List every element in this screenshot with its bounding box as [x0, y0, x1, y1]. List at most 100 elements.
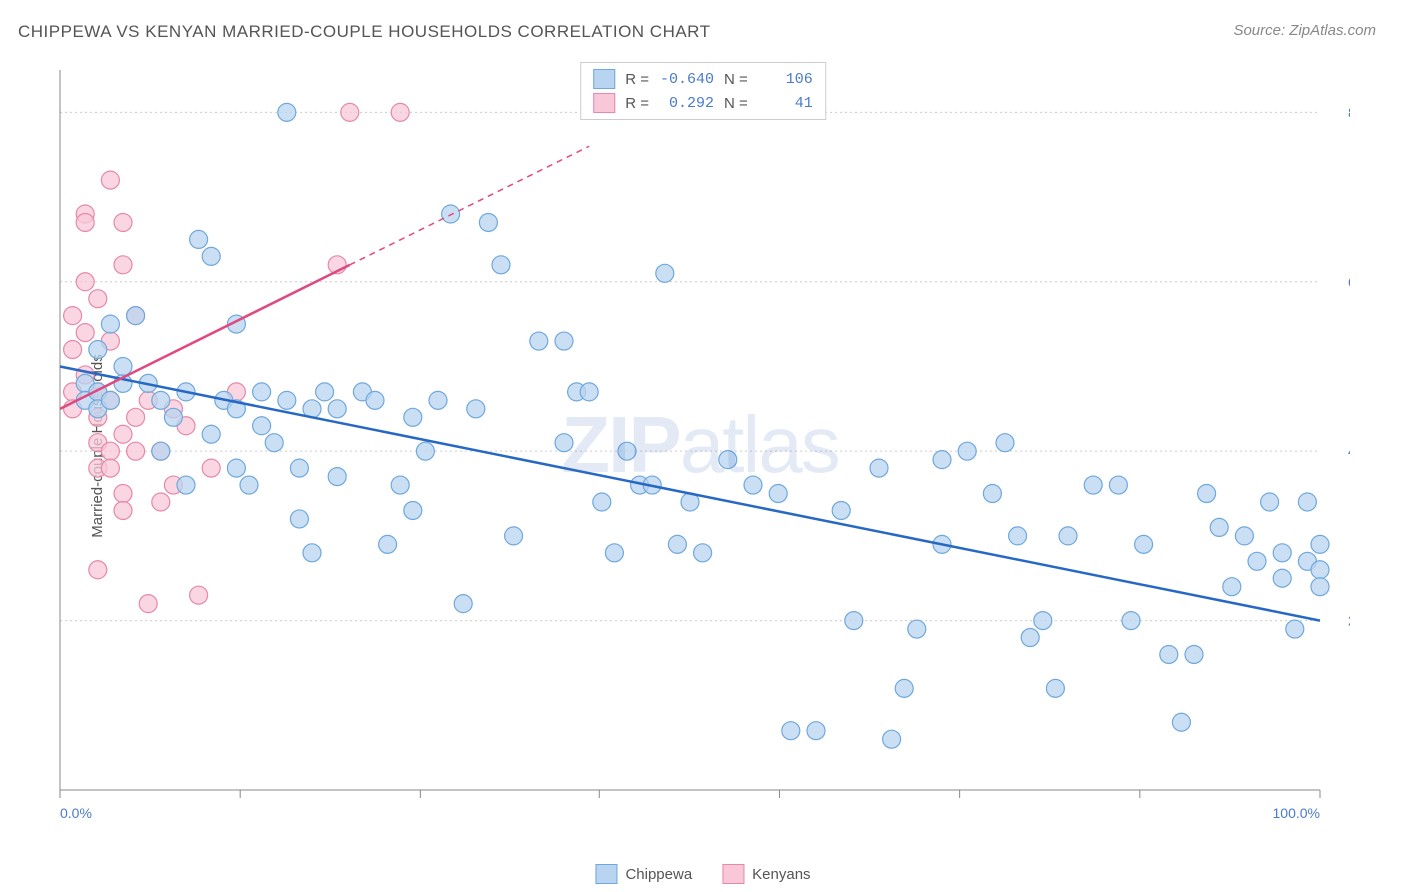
scatter-point	[505, 527, 523, 545]
n-value: 41	[758, 95, 813, 112]
svg-text:60.0%: 60.0%	[1348, 274, 1350, 290]
scatter-chart-svg: 20.0%40.0%60.0%80.0%0.0%100.0%	[50, 60, 1350, 830]
svg-text:40.0%: 40.0%	[1348, 443, 1350, 459]
scatter-point	[580, 383, 598, 401]
source-attribution: Source: ZipAtlas.com	[1233, 22, 1376, 39]
scatter-point	[240, 476, 258, 494]
scatter-point	[1210, 518, 1228, 536]
chart-container: CHIPPEWA VS KENYAN MARRIED-COUPLE HOUSEH…	[0, 0, 1406, 892]
scatter-point	[1261, 493, 1279, 511]
n-label: N =	[724, 95, 748, 112]
scatter-point	[605, 544, 623, 562]
scatter-point	[1185, 645, 1203, 663]
scatter-point	[114, 357, 132, 375]
scatter-point	[479, 213, 497, 231]
scatter-point	[64, 307, 82, 325]
r-value: -0.640	[659, 71, 714, 88]
scatter-point	[76, 324, 94, 342]
swatch-icon	[593, 93, 615, 113]
scatter-point	[164, 408, 182, 426]
scatter-point	[127, 442, 145, 460]
scatter-point	[89, 290, 107, 308]
scatter-point	[1135, 535, 1153, 553]
scatter-point	[341, 103, 359, 121]
scatter-point	[76, 273, 94, 291]
scatter-point	[404, 501, 422, 519]
scatter-point	[618, 442, 636, 460]
scatter-point	[1160, 645, 1178, 663]
scatter-point	[114, 425, 132, 443]
scatter-point	[593, 493, 611, 511]
scatter-point	[1084, 476, 1102, 494]
r-value: 0.292	[659, 95, 714, 112]
svg-text:80.0%: 80.0%	[1348, 104, 1350, 120]
n-label: N =	[724, 71, 748, 88]
scatter-point	[883, 730, 901, 748]
scatter-point	[152, 391, 170, 409]
scatter-point	[996, 434, 1014, 452]
stats-row: R = -0.640 N = 106	[589, 67, 817, 91]
scatter-point	[492, 256, 510, 274]
scatter-point	[908, 620, 926, 638]
scatter-point	[328, 468, 346, 486]
scatter-point	[668, 535, 686, 553]
scatter-point	[89, 341, 107, 359]
scatter-point	[1286, 620, 1304, 638]
scatter-point	[744, 476, 762, 494]
scatter-point	[114, 213, 132, 231]
legend: Chippewa Kenyans	[595, 864, 810, 884]
scatter-point	[89, 561, 107, 579]
svg-text:100.0%: 100.0%	[1273, 805, 1320, 821]
scatter-point	[290, 510, 308, 528]
scatter-point	[694, 544, 712, 562]
scatter-point	[870, 459, 888, 477]
scatter-point	[1235, 527, 1253, 545]
scatter-point	[454, 595, 472, 613]
scatter-point	[416, 442, 434, 460]
trend-line-kenyans-extrapolated	[350, 146, 589, 265]
scatter-point	[114, 256, 132, 274]
scatter-point	[1059, 527, 1077, 545]
scatter-point	[656, 264, 674, 282]
swatch-icon	[593, 69, 615, 89]
scatter-point	[1009, 527, 1027, 545]
scatter-point	[555, 434, 573, 452]
scatter-point	[1311, 535, 1329, 553]
scatter-point	[1273, 569, 1291, 587]
legend-label: Kenyans	[752, 866, 810, 883]
scatter-point	[1273, 544, 1291, 562]
scatter-point	[290, 459, 308, 477]
scatter-point	[114, 485, 132, 503]
scatter-point	[1109, 476, 1127, 494]
scatter-point	[202, 247, 220, 265]
scatter-point	[101, 391, 119, 409]
scatter-point	[127, 307, 145, 325]
scatter-point	[555, 332, 573, 350]
scatter-point	[467, 400, 485, 418]
scatter-point	[152, 493, 170, 511]
scatter-point	[366, 391, 384, 409]
scatter-point	[404, 408, 422, 426]
scatter-point	[442, 205, 460, 223]
scatter-point	[227, 459, 245, 477]
scatter-point	[895, 679, 913, 697]
scatter-point	[1223, 578, 1241, 596]
scatter-point	[1172, 713, 1190, 731]
swatch-icon	[595, 864, 617, 884]
scatter-point	[391, 476, 409, 494]
scatter-point	[391, 103, 409, 121]
scatter-point	[190, 586, 208, 604]
scatter-point	[101, 442, 119, 460]
scatter-point	[152, 442, 170, 460]
scatter-point	[253, 383, 271, 401]
scatter-point	[1311, 561, 1329, 579]
scatter-point	[101, 171, 119, 189]
r-label: R =	[625, 71, 649, 88]
n-value: 106	[758, 71, 813, 88]
scatter-point	[139, 595, 157, 613]
scatter-point	[1122, 612, 1140, 630]
legend-label: Chippewa	[625, 866, 692, 883]
correlation-stats-box: R = -0.640 N = 106 R = 0.292 N = 41	[580, 62, 826, 120]
scatter-point	[190, 230, 208, 248]
scatter-point	[127, 408, 145, 426]
